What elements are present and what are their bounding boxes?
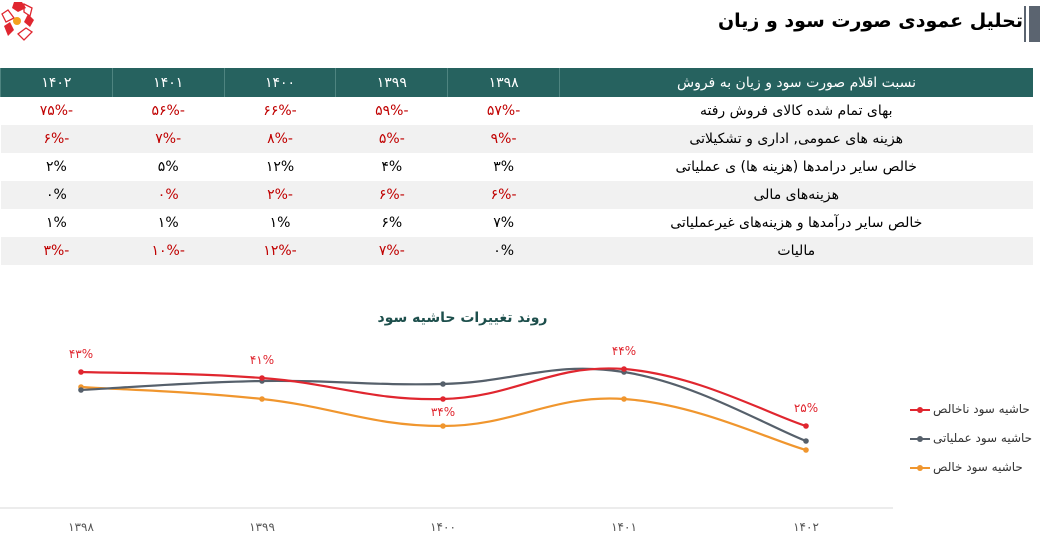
cell-value: -۷% (112, 125, 225, 153)
cell-value: ۰% (112, 181, 225, 209)
cell-value: -۷% (335, 237, 448, 265)
cell-value: -۸% (224, 125, 336, 153)
x-tick-label: ۱۴۰۱ (611, 520, 637, 534)
data-point (803, 447, 809, 453)
data-point (440, 423, 446, 429)
cell-value: -۶۶% (263, 103, 297, 119)
cell-value: -۶% (0, 125, 113, 153)
vertical-analysis-table: نسبت اقلام صورت سود و زیان به فروش ۱۳۹۸ ۱۳… (0, 68, 1033, 265)
cell-value: -۵% (335, 125, 448, 153)
column-header-label: نسبت اقلام صورت سود و زیان به فروش (559, 68, 1033, 97)
table-row: خالص سایر درامدها (هزینه ها) ی عملیاتی ۳%… (1, 153, 1034, 181)
company-logo (1, 2, 34, 41)
data-point (803, 438, 809, 444)
cell-value: -۵۶% (151, 103, 185, 119)
column-header-year: ۱۴۰۲ (0, 68, 113, 97)
data-point (440, 381, 446, 387)
data-label: ۲۵% (794, 401, 818, 415)
cell-value: ۲% (45, 159, 67, 175)
table-row: بهای تمام شده کالای فروش رفته -۵۷% -۵۹% -۶۶… (1, 97, 1034, 125)
legend-label: حاشیه سود ناخالص (933, 402, 1030, 416)
data-point (621, 396, 627, 402)
data-point (259, 396, 265, 402)
cell-value: -۹% (447, 125, 560, 153)
cell-value: ۳% (493, 159, 515, 175)
title-accent-bar (1024, 6, 1040, 42)
data-point (440, 396, 446, 402)
legend-swatch (910, 435, 930, 442)
x-tick-label: ۱۴۰۲ (793, 520, 819, 534)
data-point (259, 375, 265, 381)
cell-value: -۱۰% (112, 237, 225, 265)
cell-value: ۵% (157, 159, 179, 175)
cell-value: ۶% (381, 215, 403, 231)
cell-value: -۷۵% (39, 103, 74, 119)
cell-value: ۷% (493, 215, 515, 231)
table-row: خالص سایر درآمدها و هزینه‌های غیرعملیاتی… (1, 209, 1034, 237)
row-label: خالص سایر درامدها (هزینه ها) ی عملیاتی (675, 159, 917, 175)
cell-value: -۶% (447, 181, 560, 209)
cell-value: ۰% (0, 181, 113, 209)
cell-value: ۱۲% (265, 159, 295, 175)
cell-value: -۳% (0, 237, 113, 265)
data-point (78, 387, 84, 393)
legend-label: حاشیه سود خالص (933, 460, 1023, 474)
cell-value: ۱% (45, 215, 67, 231)
cell-value: ۴% (381, 159, 403, 175)
table-row: هزینه های عمومی, اداری و تشکیلاتی -۹% -۵% -… (0, 125, 1033, 153)
cell-value: ۱% (157, 215, 179, 231)
column-header-year: ۱۴۰۰ (223, 68, 336, 97)
table-row: هزینه‌های مالی -۶% -۶% -۲% ۰% ۰% (0, 181, 1033, 209)
data-point (803, 423, 809, 429)
data-point (78, 369, 84, 375)
page-title: تحلیل عمودی صورت سود و زیان (717, 10, 1023, 32)
data-label: ۴۴% (612, 344, 636, 358)
column-header-year: ۱۳۹۹ (335, 68, 448, 97)
legend-swatch (910, 406, 930, 413)
cell-value: -۵۷% (486, 103, 521, 119)
cell-value: -۲% (224, 181, 336, 209)
column-header-year: ۱۳۹۸ (447, 68, 560, 97)
data-label: ۳۴% (431, 405, 455, 419)
chart-title: روند تغییرات حاشیه سود (377, 310, 548, 326)
cell-value: -۵۹% (375, 103, 409, 119)
x-tick-label: ۱۳۹۸ (68, 520, 94, 534)
x-tick-label: ۱۳۹۹ (249, 520, 275, 534)
data-label: ۴۳% (69, 347, 93, 361)
row-label: بهای تمام شده کالای فروش رفته (700, 103, 893, 119)
cell-value: -۱۲% (224, 237, 336, 265)
row-label: مالیات (559, 237, 1033, 265)
row-label: هزینه‌های مالی (559, 181, 1033, 209)
legend-item: حاشیه سود عملیاتی (910, 431, 1032, 445)
cell-value: -۶% (335, 181, 448, 209)
row-label: هزینه های عمومی, اداری و تشکیلاتی (559, 125, 1033, 153)
legend-label: حاشیه سود عملیاتی (933, 431, 1033, 445)
legend-swatch (910, 464, 930, 471)
cell-value: ۰% (447, 237, 560, 265)
data-label: ۴۱% (250, 353, 274, 367)
cell-value: ۱% (269, 215, 291, 231)
x-tick-label: ۱۴۰۰ (430, 520, 456, 534)
column-header-year: ۱۴۰۱ (111, 68, 225, 97)
table-row: مالیات ۰% -۷% -۱۲% -۱۰% -۳% (0, 237, 1033, 265)
data-point (621, 366, 627, 372)
legend-item: حاشیه سود ناخالص (910, 402, 1030, 416)
row-label: خالص سایر درآمدها و هزینه‌های غیرعملیاتی (670, 215, 923, 231)
legend-item: حاشیه سود خالص (910, 460, 1023, 474)
